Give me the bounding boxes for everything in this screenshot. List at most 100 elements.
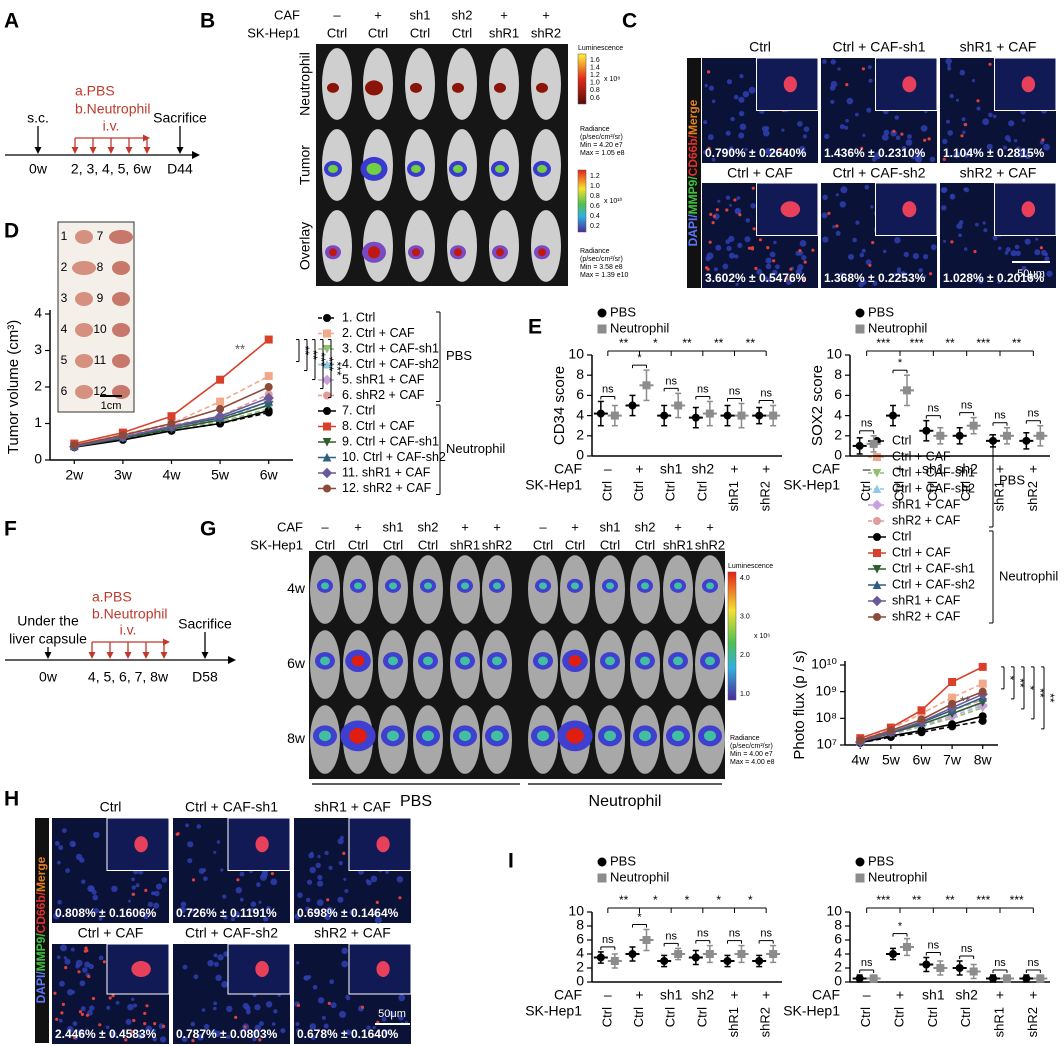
nucleus	[865, 259, 872, 266]
cell-signal	[87, 974, 91, 979]
nucleus	[63, 956, 67, 960]
x-tick-label: –	[604, 987, 612, 1003]
label: Ctrl	[315, 537, 335, 552]
significance-label: ns	[961, 943, 973, 955]
marker	[216, 404, 225, 413]
nucleus	[189, 908, 195, 914]
nucleus	[54, 841, 60, 846]
marker	[872, 565, 882, 574]
x-tick-label: Ctrl	[599, 481, 614, 501]
label: shR2 + CAF	[960, 165, 1037, 181]
nucleus	[773, 240, 777, 245]
nucleus	[254, 1024, 262, 1032]
nucleus	[728, 252, 735, 259]
y-tick-label: 8	[576, 366, 584, 382]
nucleus	[845, 118, 849, 123]
y-tick-label: 10⁸	[816, 709, 838, 725]
label: shR1	[663, 537, 693, 552]
nucleus	[918, 268, 923, 273]
y-tick-label: 8	[834, 917, 842, 933]
label: 2	[61, 260, 68, 274]
label: 1	[61, 229, 68, 243]
label: Ctrl	[452, 25, 472, 40]
marker	[597, 324, 607, 334]
cell-signal	[326, 898, 330, 902]
x-tick-label: sh1	[660, 461, 683, 477]
nucleus	[213, 850, 217, 854]
cell-signal	[143, 1011, 147, 1016]
nucleus	[844, 125, 849, 130]
series-line	[860, 704, 983, 744]
cell-signal	[868, 263, 872, 267]
nucleus	[756, 268, 763, 275]
nucleus	[862, 133, 866, 137]
signal	[365, 80, 383, 96]
nucleus	[748, 86, 756, 94]
signal	[410, 82, 422, 93]
nucleus	[161, 877, 168, 883]
cell-signal	[153, 1022, 157, 1026]
marker	[948, 678, 957, 687]
cell-signal	[973, 249, 977, 254]
x-tick-label: +	[896, 461, 904, 477]
panel-label: B	[200, 10, 215, 33]
nucleus	[839, 272, 844, 276]
signal	[706, 582, 714, 590]
nucleus	[307, 975, 312, 980]
nucleus	[907, 134, 912, 140]
marker	[855, 441, 864, 450]
label: 1.6	[590, 57, 600, 64]
cell-signal	[960, 134, 964, 138]
marker	[737, 411, 746, 420]
tumor	[112, 261, 130, 275]
label: Under the	[17, 613, 79, 629]
nucleus	[330, 1002, 337, 1009]
label: sh2	[418, 519, 439, 534]
nucleus	[894, 115, 899, 120]
nucleus	[830, 59, 836, 65]
nucleus	[803, 126, 810, 132]
stain-part: Merge	[34, 856, 48, 892]
group-label: PBS	[446, 348, 472, 363]
significance-label: ns	[1028, 957, 1040, 969]
nucleus	[942, 138, 948, 145]
nucleus	[317, 997, 325, 1004]
label: +	[706, 519, 714, 534]
marker	[855, 974, 864, 983]
label: x 10⁶	[754, 633, 770, 640]
cell-signal	[145, 1004, 149, 1008]
nucleus	[317, 880, 324, 887]
label: 0.790% ± 0.2640%	[705, 146, 807, 160]
marker	[855, 324, 865, 334]
x-tick-label: Ctrl	[663, 481, 678, 501]
nucleus	[258, 900, 262, 904]
y-tick-label: 2	[576, 427, 584, 443]
marker	[989, 436, 997, 445]
nucleus	[152, 891, 156, 895]
marker	[610, 411, 619, 420]
nucleus	[902, 148, 906, 152]
x-tick-label: shR2	[758, 481, 773, 511]
nucleus	[958, 233, 962, 238]
nucleus	[372, 1025, 376, 1030]
marker	[323, 314, 331, 322]
label: 0.8	[590, 193, 600, 200]
label: +	[354, 519, 362, 534]
nucleus	[1003, 145, 1007, 150]
nucleus	[187, 841, 194, 848]
label: a.PBS	[75, 83, 115, 99]
nucleus	[271, 1022, 276, 1026]
nucleus	[203, 1023, 210, 1030]
significance-label: ns	[665, 930, 677, 942]
nucleus	[872, 281, 878, 286]
nucleus	[874, 152, 882, 160]
cell-signal	[191, 878, 196, 882]
significance-label: *	[637, 352, 642, 364]
label: 1.028% ± 0.2016%	[943, 271, 1045, 285]
cell-signal	[60, 1011, 64, 1015]
nucleus	[131, 885, 136, 890]
nucleus	[859, 252, 865, 258]
nucleus	[822, 194, 828, 200]
marker	[1036, 431, 1045, 440]
label: 4, 5, 6, 7, 8w	[88, 669, 169, 685]
